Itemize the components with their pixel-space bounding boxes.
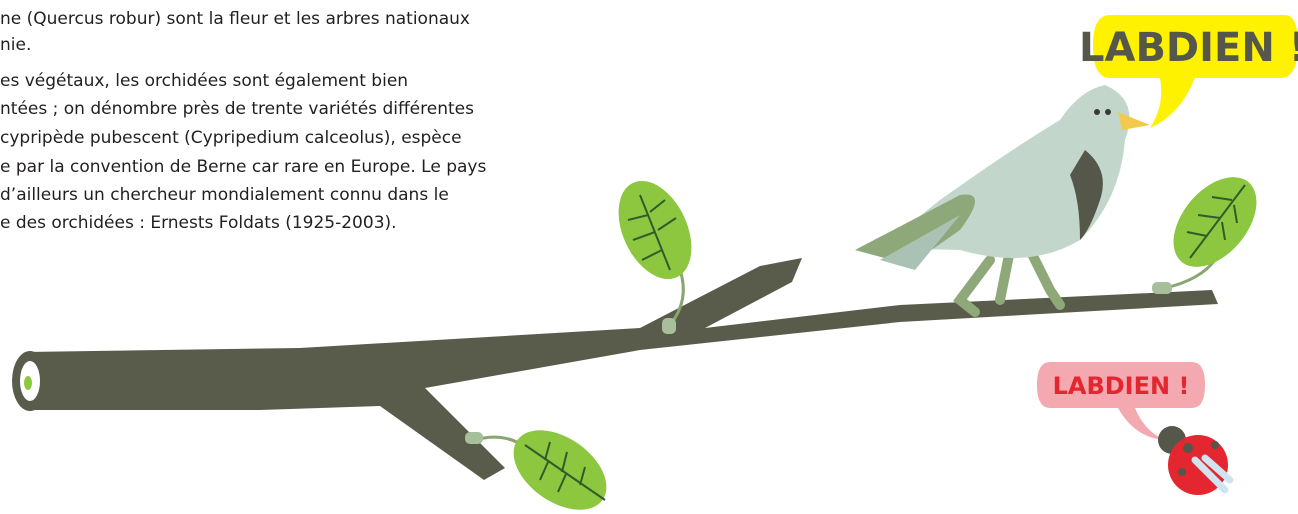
text-line: d’ailleurs un chercheur mondialement con… bbox=[0, 185, 449, 205]
bubble-text: LABDIEN ! bbox=[1053, 372, 1190, 400]
bird bbox=[855, 85, 1150, 312]
text-line: ne (Quercus robur) sont la fleur et les … bbox=[0, 9, 470, 29]
text-line: e des orchidées : Ernests Foldats (1925-… bbox=[0, 213, 397, 233]
illustration: ne (Quercus robur) sont la fleur et les … bbox=[0, 0, 1298, 514]
branch bbox=[25, 258, 1218, 480]
page: ne (Quercus robur) sont la fleur et les … bbox=[0, 0, 1298, 514]
paragraph: ne (Quercus robur) sont la fleur et les … bbox=[0, 9, 486, 233]
ladybug bbox=[1158, 426, 1230, 495]
text-line: es végétaux, les orchidées sont égalemen… bbox=[0, 71, 408, 91]
text-line: e par la convention de Berne car rare en… bbox=[0, 157, 486, 177]
text-line: nie. bbox=[0, 35, 31, 55]
text-line: cypripède pubescent (Cypripedium calceol… bbox=[0, 128, 462, 148]
leaf bbox=[1152, 162, 1273, 294]
bubble-text: LABDIEN ! bbox=[1079, 25, 1298, 71]
text-line: ntées ; on dénombre près de trente varié… bbox=[0, 99, 474, 119]
branch-core bbox=[24, 376, 32, 390]
speech-bubble: LABDIEN ! bbox=[1037, 362, 1205, 440]
